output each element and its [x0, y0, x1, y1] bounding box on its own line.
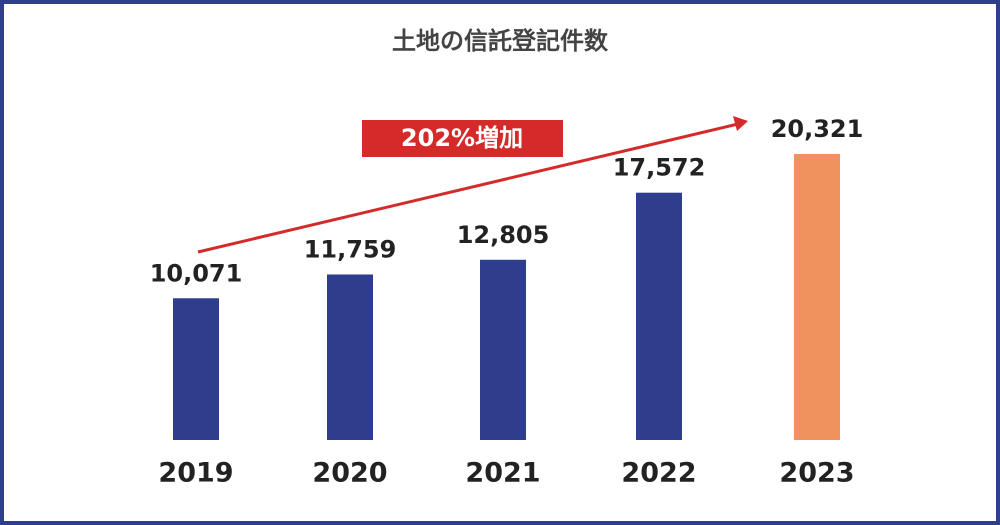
bar [173, 298, 219, 440]
value-label: 12,805 [457, 221, 550, 249]
x-tick-label: 2021 [465, 458, 540, 489]
bar [794, 154, 840, 440]
trend-arrow [197, 122, 739, 254]
x-tick-label: 2023 [779, 458, 854, 489]
bar [327, 274, 373, 440]
arrow-head [733, 116, 748, 131]
value-label: 10,071 [150, 259, 243, 287]
x-tick-label: 2022 [621, 458, 696, 489]
chart-title: 土地の信託登記件数 [392, 27, 609, 55]
value-label: 20,321 [771, 115, 864, 143]
annotation-box [362, 120, 563, 157]
x-tick-label: 2019 [158, 458, 233, 489]
value-label: 11,759 [304, 236, 397, 264]
value-label: 17,572 [613, 154, 706, 182]
annotation: 202%増加 [401, 124, 523, 152]
bar [480, 259, 526, 440]
x-tick-label: 2020 [312, 458, 387, 489]
bar [636, 192, 682, 440]
